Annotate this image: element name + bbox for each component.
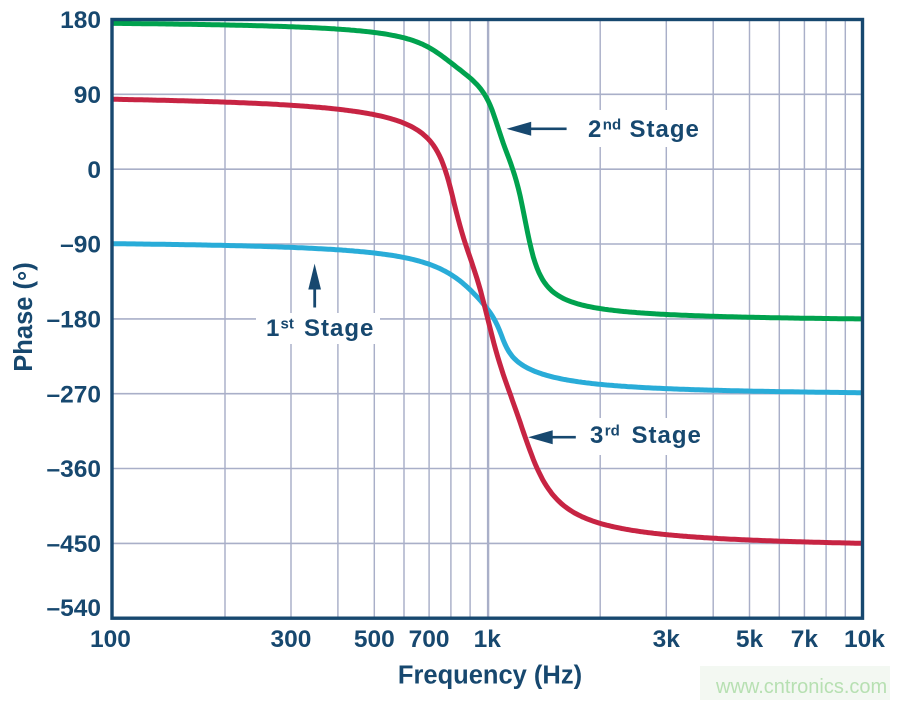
svg-text:–450: –450 [46,531,101,558]
svg-text:–180: –180 [46,307,101,334]
svg-text:500: 500 [354,626,395,653]
svg-text:Stage: Stage [304,315,374,342]
svg-text:nd: nd [603,117,621,134]
svg-text:Phase (°): Phase (°) [10,262,42,371]
svg-text:Frequency (Hz): Frequency (Hz) [398,662,582,690]
svg-text:5k: 5k [736,626,764,653]
svg-text:100: 100 [90,626,131,653]
svg-text:rd: rd [605,423,620,440]
svg-text:10k: 10k [844,626,885,653]
svg-text:–540: –540 [46,595,101,622]
svg-text:180: 180 [60,7,101,34]
svg-text:90: 90 [74,82,101,109]
svg-text:–270: –270 [46,381,101,408]
svg-text:3: 3 [590,422,604,449]
svg-text:Stage: Stage [630,116,700,143]
svg-text:1: 1 [266,315,280,342]
svg-text:3k: 3k [653,626,681,653]
svg-text:0: 0 [87,157,101,184]
svg-text:www.cntronics.com: www.cntronics.com [715,676,887,698]
svg-text:1k: 1k [474,626,502,653]
svg-text:2: 2 [588,116,602,143]
svg-text:–90: –90 [60,232,101,259]
svg-text:7k: 7k [791,626,819,653]
svg-text:Stage: Stage [632,422,702,449]
svg-text:st: st [281,316,294,333]
svg-text:300: 300 [271,626,312,653]
svg-text:700: 700 [409,626,450,653]
svg-text:–360: –360 [46,456,101,483]
